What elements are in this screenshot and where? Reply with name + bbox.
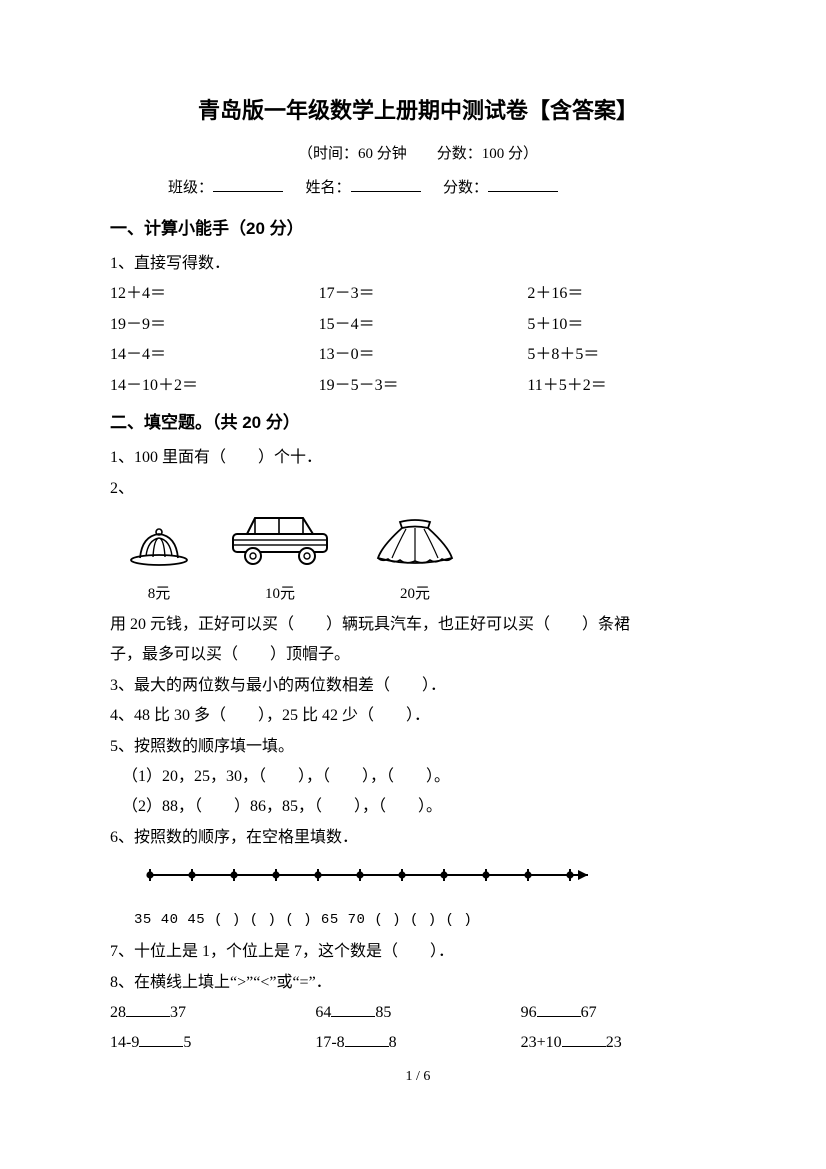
cmp-blank[interactable] <box>562 1031 606 1047</box>
s2-q2-label: 2、 <box>110 474 726 504</box>
cmp-cell: 9667 <box>521 998 726 1028</box>
cmp-cell: 6485 <box>315 998 520 1028</box>
cmp-cell: 2837 <box>110 998 315 1028</box>
equation-grid: 12＋4＝ 17－3＝ 2＋16＝ 19－9＝ 15－4＝ 5＋10＝ 14－4… <box>110 279 726 401</box>
score-blank[interactable] <box>488 177 558 192</box>
s2-q6: 6、按照数的顺序，在空格里填数． <box>110 823 726 853</box>
car-icon <box>225 510 335 566</box>
eq-cell: 12＋4＝ <box>110 279 309 309</box>
class-blank[interactable] <box>213 177 283 192</box>
skirt-icon <box>370 516 460 566</box>
number-line-svg <box>140 861 600 889</box>
s2-q8: 8、在横线上填上“>”“<”或“=”． <box>110 968 726 998</box>
eq-cell: 17－3＝ <box>319 279 518 309</box>
s2-q5b: （2）88，（ ）86，85，（ ），（ ）。 <box>110 792 726 822</box>
number-line-labels: 35 40 45 ( ) ( ) ( ) 65 70 ( ) ( ) ( ) <box>134 907 726 934</box>
eq-cell: 2＋16＝ <box>527 279 726 309</box>
item-skirt: 20元 <box>370 516 460 608</box>
s2-q2-text-a: 用 20 元钱，正好可以买（ ）辆玩具汽车，也正好可以买（ ）条裙 <box>110 610 726 640</box>
item-hat-price: 8元 <box>128 580 190 609</box>
cmp-cell: 23+1023 <box>521 1028 726 1058</box>
item-hat: 8元 <box>128 524 190 608</box>
eq-cell: 11＋5＋2＝ <box>527 371 726 401</box>
cmp-blank[interactable] <box>331 1001 375 1017</box>
s2-q4: 4、48 比 30 多（ ），25 比 42 少（ ）． <box>110 701 726 731</box>
cmp-blank[interactable] <box>345 1031 389 1047</box>
name-label: 姓名： <box>306 180 351 196</box>
item-car: 10元 <box>225 510 335 608</box>
s2-q2-text-b: 子，最多可以买（ ）顶帽子。 <box>110 640 726 670</box>
s2-q1: 1、100 里面有（ ）个十． <box>110 443 726 473</box>
eq-cell: 5＋8＋5＝ <box>527 340 726 370</box>
item-car-price: 10元 <box>225 580 335 609</box>
compare-grid: 2837 6485 9667 14-95 17-88 23+1023 <box>110 998 726 1059</box>
cmp-blank[interactable] <box>139 1031 183 1047</box>
eq-cell: 5＋10＝ <box>527 310 726 340</box>
eq-cell: 13－0＝ <box>319 340 518 370</box>
page-title: 青岛版一年级数学上册期中测试卷【含答案】 <box>110 90 726 132</box>
s2-q5: 5、按照数的顺序填一填。 <box>110 732 726 762</box>
cmp-cell: 14-95 <box>110 1028 315 1058</box>
eq-cell: 19－5－3＝ <box>319 371 518 401</box>
section-1-head: 一、计算小能手（20 分） <box>110 213 726 245</box>
cmp-cell: 17-88 <box>315 1028 520 1058</box>
eq-cell: 14－4＝ <box>110 340 309 370</box>
items-row: 8元 10元 20元 <box>128 510 726 608</box>
section-2-head: 二、填空题。（共 20 分） <box>110 407 726 439</box>
hat-icon <box>128 524 190 566</box>
s2-q5a: （1）20，25，30，（ ），（ ），（ ）。 <box>110 762 726 792</box>
page-subtitle: （时间：60 分钟 分数：100 分） <box>110 140 726 169</box>
q1-label: 1、直接写得数． <box>110 249 726 279</box>
eq-cell: 15－4＝ <box>319 310 518 340</box>
page-footer: 1 / 6 <box>110 1064 726 1091</box>
eq-cell: 14－10＋2＝ <box>110 371 309 401</box>
s2-q7: 7、十位上是 1，个位上是 7，这个数是（ ）． <box>110 937 726 967</box>
score-label: 分数： <box>443 180 488 196</box>
item-skirt-price: 20元 <box>370 580 460 609</box>
cmp-blank[interactable] <box>537 1001 581 1017</box>
eq-cell: 19－9＝ <box>110 310 309 340</box>
class-label: 班级： <box>168 180 213 196</box>
cmp-blank[interactable] <box>126 1001 170 1017</box>
name-blank[interactable] <box>351 177 421 192</box>
s2-q3: 3、最大的两位数与最小的两位数相差（ ）． <box>110 671 726 701</box>
number-line: 35 40 45 ( ) ( ) ( ) 65 70 ( ) ( ) ( ) <box>140 861 726 933</box>
student-info-row: 班级： 姓名： 分数： <box>110 174 726 203</box>
